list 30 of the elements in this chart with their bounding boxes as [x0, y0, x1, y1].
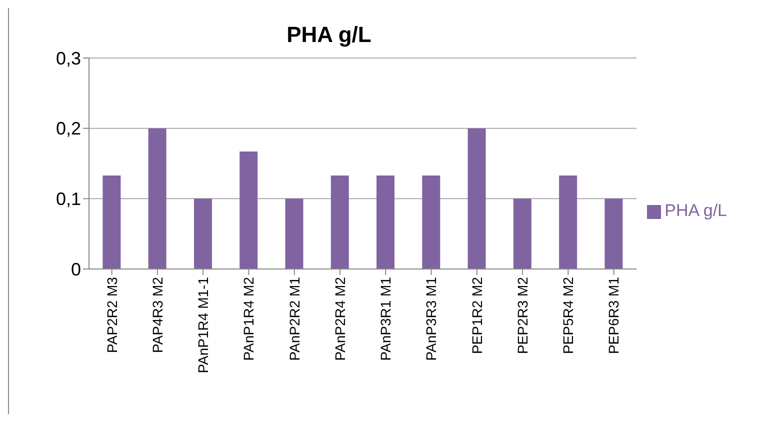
- x-tick-label: PAnP1R4 M2: [240, 276, 257, 361]
- x-tick-label: PEP6R3 M1: [606, 276, 622, 354]
- legend-label: PHA g/L: [664, 201, 727, 220]
- bar: [240, 152, 258, 269]
- bar: [194, 198, 212, 269]
- bar: [330, 175, 349, 269]
- y-tick-label: 0: [70, 259, 81, 280]
- bar: [376, 175, 395, 269]
- bar: [468, 128, 486, 269]
- bar: [604, 198, 623, 269]
- bar: [559, 175, 578, 269]
- y-tick-label: 0,3: [56, 48, 81, 68]
- x-tick-label: PEP2R3 M2: [514, 276, 530, 354]
- y-tick-label: 0,1: [56, 189, 81, 210]
- bar: [285, 198, 304, 269]
- x-tick-label: PAP2R2 M3: [104, 276, 120, 353]
- bar: [102, 175, 121, 269]
- y-tick-label: 0,2: [56, 118, 81, 139]
- x-tick-label: PAnP2R4 M2: [332, 276, 348, 361]
- x-tick-label: PAnP1R4 M1-1: [195, 276, 212, 374]
- x-tick-label: PAnP3R1 M1: [378, 276, 394, 361]
- chart-title: PHA g/L: [286, 22, 372, 48]
- x-tick-label: PAP4R3 M2: [149, 276, 166, 353]
- x-tick-label: PEP5R4 M2: [560, 276, 576, 354]
- bar: [422, 175, 440, 269]
- x-tick-label: PAnP3R3 M1: [423, 276, 440, 361]
- bar: [513, 198, 532, 269]
- x-tick-label: PAnP2R2 M1: [286, 276, 302, 361]
- bar: [148, 128, 166, 269]
- x-tick-label: PEP1R2 M2: [468, 276, 485, 354]
